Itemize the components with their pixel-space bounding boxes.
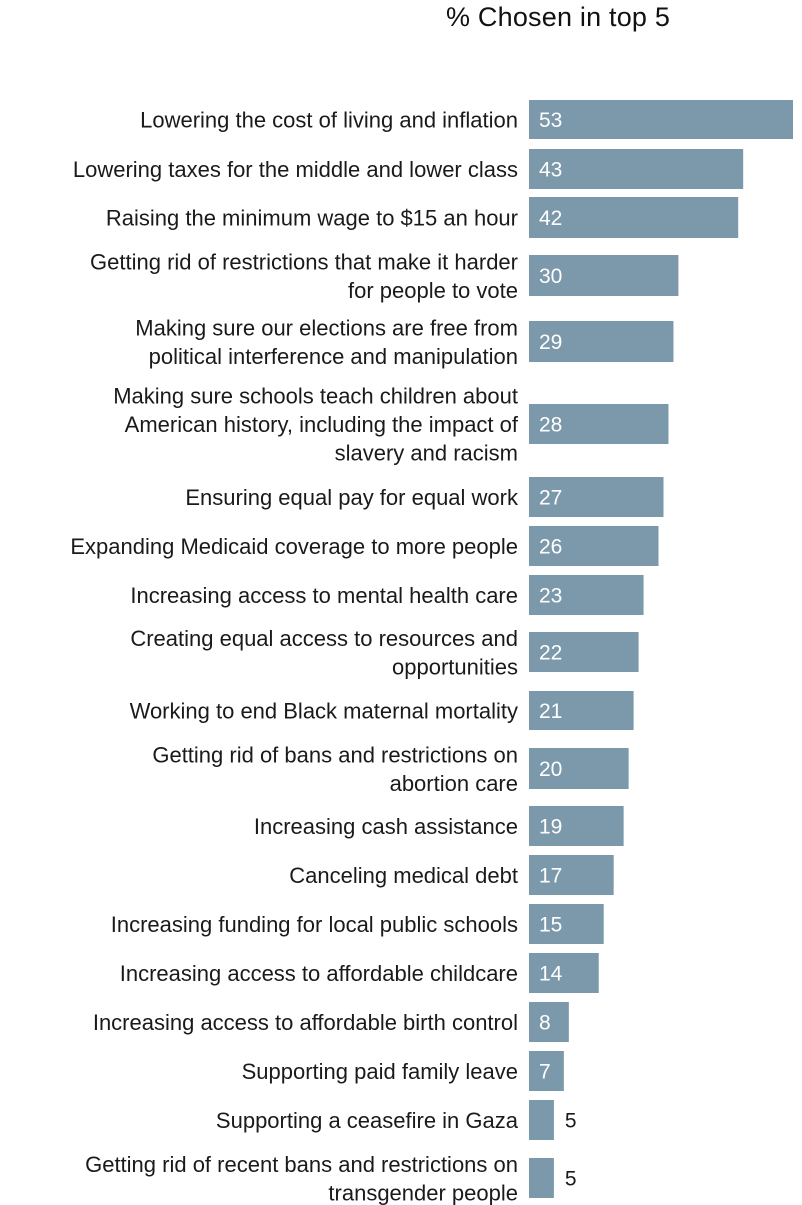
- bar-value-label: 53: [539, 109, 562, 132]
- bar: [529, 1051, 564, 1091]
- bar-value-label: 8: [539, 1012, 551, 1035]
- bar: [529, 404, 669, 444]
- bar: [529, 149, 744, 189]
- bar-value-label: 23: [539, 585, 562, 608]
- bar-value-label: 21: [539, 700, 562, 723]
- category-label: Expanding Medicaid coverage to more peop…: [70, 534, 518, 559]
- bar-value-label: 17: [539, 865, 562, 888]
- bar-value-label: 27: [539, 487, 562, 510]
- category-label: Making sure our elections are free from: [135, 315, 518, 340]
- bar-value-label: 43: [539, 159, 562, 182]
- category-label: Getting rid of restrictions that make it…: [90, 249, 518, 274]
- bar: [529, 806, 624, 846]
- bar: [529, 100, 793, 139]
- bar: [529, 855, 614, 895]
- chart-title: % Chosen in top 5: [446, 2, 671, 32]
- bar-value-label: 14: [539, 963, 563, 986]
- category-label: Ensuring equal pay for equal work: [185, 485, 519, 510]
- category-label: Increasing cash assistance: [254, 814, 518, 839]
- category-label: Supporting a ceasefire in Gaza: [216, 1108, 519, 1133]
- bar: [529, 526, 659, 566]
- bar: [529, 632, 639, 672]
- bar-value-label: 19: [539, 816, 562, 839]
- category-label: Creating equal access to resources and: [130, 626, 518, 651]
- category-label: Lowering taxes for the middle and lower …: [73, 157, 518, 182]
- bar-value-label: 20: [539, 758, 562, 781]
- category-label: Making sure schools teach children about: [113, 384, 518, 409]
- bar: [529, 953, 599, 993]
- bar-value-label: 30: [539, 265, 562, 288]
- bar: [529, 904, 604, 944]
- bar-value-label: 29: [539, 331, 562, 354]
- bar-value-label: 42: [539, 207, 562, 230]
- category-label: Supporting paid family leave: [242, 1059, 518, 1084]
- category-label: opportunities: [392, 654, 518, 679]
- bar: [529, 1100, 554, 1140]
- bar-value-label: 26: [539, 536, 562, 559]
- bar: [529, 255, 679, 296]
- category-label: Increasing access to affordable birth co…: [93, 1010, 518, 1035]
- category-label: transgender people: [328, 1180, 518, 1205]
- bar: [529, 748, 629, 789]
- bar: [529, 1002, 569, 1042]
- category-label: Increasing funding for local public scho…: [111, 912, 518, 937]
- category-label: Lowering the cost of living and inflatio…: [140, 108, 518, 133]
- bar-value-label: 5: [565, 1168, 577, 1191]
- bar: [529, 477, 664, 517]
- bar: [529, 691, 634, 730]
- bar-value-label: 22: [539, 642, 562, 665]
- bar: [529, 1158, 554, 1198]
- bar-value-label: 5: [565, 1110, 577, 1133]
- bar-value-label: 28: [539, 414, 562, 437]
- bar-value-label: 15: [539, 914, 562, 937]
- category-label: political interference and manipulation: [149, 344, 518, 369]
- bar: [529, 197, 739, 238]
- category-label: Increasing access to mental health care: [130, 583, 518, 608]
- category-label: Getting rid of bans and restrictions on: [152, 742, 518, 767]
- bar: [529, 321, 674, 362]
- category-label: Working to end Black maternal mortality: [130, 699, 518, 724]
- category-label: American history, including the impact o…: [125, 412, 519, 437]
- bar-value-label: 7: [539, 1061, 551, 1084]
- category-label: slavery and racism: [335, 441, 518, 466]
- bar: [529, 575, 644, 615]
- category-label: Raising the minimum wage to $15 an hour: [106, 206, 518, 231]
- category-label: for people to vote: [348, 278, 518, 303]
- category-label: Canceling medical debt: [289, 863, 518, 888]
- category-label: Increasing access to affordable childcar…: [120, 961, 518, 986]
- category-label: abortion care: [390, 771, 518, 796]
- category-label: Getting rid of recent bans and restricti…: [85, 1152, 518, 1177]
